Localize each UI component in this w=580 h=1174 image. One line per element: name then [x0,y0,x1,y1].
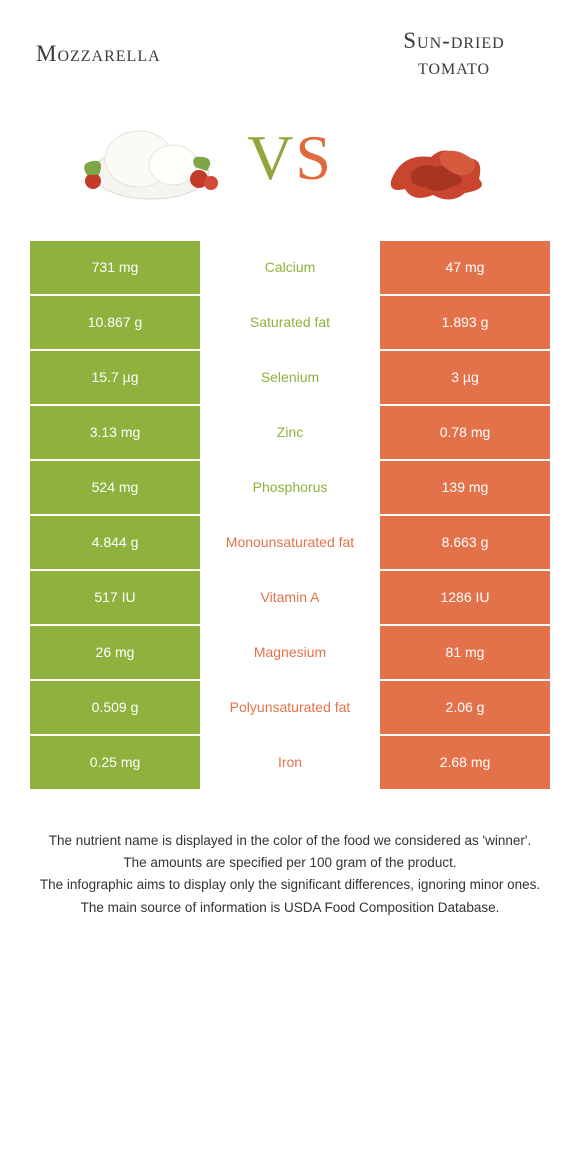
nutrient-name: Iron [200,736,380,791]
value-right: 47 mg [380,241,550,296]
value-right: 1.893 g [380,296,550,351]
value-right: 81 mg [380,626,550,681]
table-row: 524 mgPhosphorus139 mg [30,461,550,516]
table-row: 0.25 mgIron2.68 mg [30,736,550,791]
nutrient-name: Saturated fat [200,296,380,351]
table-row: 517 IUVitamin A1286 IU [30,571,550,626]
value-right: 2.68 mg [380,736,550,791]
vs-label: VS [247,121,333,195]
title-right-line1: Sun-dried [364,28,544,54]
nutrient-table: 731 mgCalcium47 mg10.867 gSaturated fat1… [30,241,550,791]
footnote-line: The main source of information is USDA F… [36,898,544,918]
value-left: 26 mg [30,626,200,681]
nutrient-name: Zinc [200,406,380,461]
value-right: 8.663 g [380,516,550,571]
header: Mozzarella Sun-dried tomato [0,0,580,85]
nutrient-name: Selenium [200,351,380,406]
table-row: 731 mgCalcium47 mg [30,241,550,296]
table-row: 0.509 gPolyunsaturated fat2.06 g [30,681,550,736]
title-right: Sun-dried tomato [364,28,544,81]
value-right: 3 µg [380,351,550,406]
value-left: 10.867 g [30,296,200,351]
table-row: 3.13 mgZinc0.78 mg [30,406,550,461]
vs-v: V [247,122,295,193]
nutrient-name: Polyunsaturated fat [200,681,380,736]
vs-s: S [295,122,333,193]
value-right: 139 mg [380,461,550,516]
value-left: 0.25 mg [30,736,200,791]
value-left: 524 mg [30,461,200,516]
value-left: 517 IU [30,571,200,626]
value-left: 4.844 g [30,516,200,571]
footnotes: The nutrient name is displayed in the co… [0,791,580,918]
vs-row: VS [0,85,580,241]
mozzarella-image [69,103,229,213]
nutrient-name: Calcium [200,241,380,296]
title-left: Mozzarella [36,41,161,67]
value-right: 1286 IU [380,571,550,626]
title-right-line2: tomato [364,54,544,80]
table-row: 4.844 gMonounsaturated fat8.663 g [30,516,550,571]
table-row: 10.867 gSaturated fat1.893 g [30,296,550,351]
value-left: 731 mg [30,241,200,296]
value-right: 2.06 g [380,681,550,736]
sun-dried-tomato-image [351,103,511,213]
table-row: 15.7 µgSelenium3 µg [30,351,550,406]
table-row: 26 mgMagnesium81 mg [30,626,550,681]
nutrient-name: Phosphorus [200,461,380,516]
nutrient-name: Vitamin A [200,571,380,626]
value-right: 0.78 mg [380,406,550,461]
value-left: 3.13 mg [30,406,200,461]
nutrient-name: Magnesium [200,626,380,681]
value-left: 15.7 µg [30,351,200,406]
footnote-line: The amounts are specified per 100 gram o… [36,853,544,873]
footnote-line: The infographic aims to display only the… [36,875,544,895]
footnote-line: The nutrient name is displayed in the co… [36,831,544,851]
value-left: 0.509 g [30,681,200,736]
nutrient-name: Monounsaturated fat [200,516,380,571]
